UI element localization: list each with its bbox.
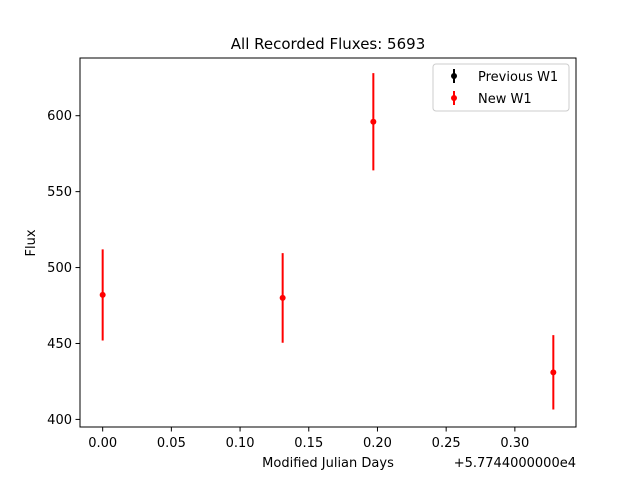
data-layer [99, 73, 557, 410]
x-axis-offset-label: +5.7744000000e4 [454, 456, 576, 471]
legend-label: New W1 [478, 92, 532, 107]
legend-point-marker [451, 95, 457, 101]
legend: Previous W1 New W1 [432, 63, 570, 112]
data-point [99, 291, 106, 298]
data-point [370, 118, 377, 125]
legend-point-marker [451, 73, 457, 79]
y-axis-label: Flux [24, 229, 39, 256]
legend-entries: Previous W1 New W1 [451, 69, 558, 107]
ticks-layer: 0.00 0.05 0.10 0.15 0.20 0.25 0.30 400 450 500 550… [47, 109, 529, 451]
legend-box [432, 63, 570, 112]
legend-label: Previous W1 [478, 70, 558, 85]
y-tick-label: 600 [47, 109, 72, 124]
x-axis-label: Modified Julian Days [262, 456, 394, 471]
data-point [550, 369, 557, 376]
x-tick-label: 0.25 [432, 436, 461, 451]
chart-title: All Recorded Fluxes: 5693 [231, 35, 425, 53]
data-point [279, 294, 286, 301]
x-tick-label: 0.20 [363, 436, 392, 451]
x-tick-label: 0.15 [294, 436, 323, 451]
y-tick-label: 500 [47, 261, 72, 276]
y-tick-label: 550 [47, 185, 72, 200]
y-tick-label: 450 [47, 337, 72, 352]
x-tick-label: 0.05 [157, 436, 186, 451]
x-tick-label: 0.30 [500, 436, 529, 451]
plot-frame [79, 57, 577, 428]
x-tick-label: 0.10 [226, 436, 255, 451]
y-tick-label: 400 [47, 413, 72, 428]
x-tick-label: 0.00 [88, 436, 117, 451]
